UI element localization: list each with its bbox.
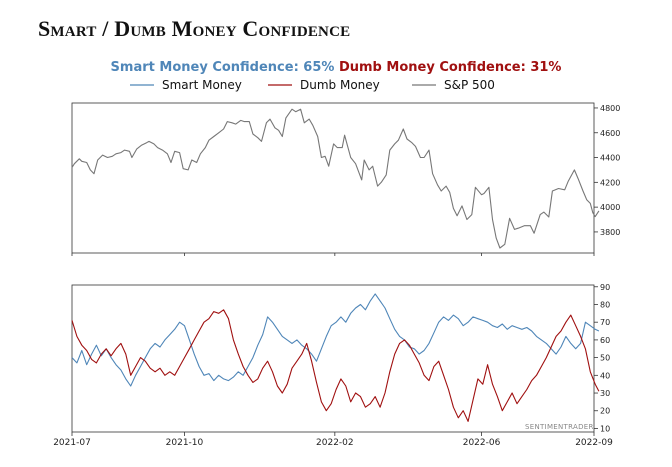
spx-y-tick-label: 4200 (600, 178, 620, 187)
confidence-series (71, 293, 600, 422)
x-tick-label: 2022-02 (316, 438, 354, 448)
confidence-y-axis: 10 20 30 40 50 60 70 80 90 (594, 283, 610, 433)
confidence-y-tick-label: 60 (600, 336, 610, 345)
dumb-money-confidence-readout: Dumb Money Confidence: 31% (338, 60, 562, 75)
smart-money-line (71, 293, 600, 387)
confidence-y-tick-label: 70 (600, 318, 610, 327)
spx-y-tick-label: 4400 (600, 154, 620, 163)
spx-line (71, 108, 600, 249)
confidence-y-tick-label: 30 (600, 389, 610, 398)
spx-legend-label: S&P 500 (444, 78, 495, 92)
confidence-panel-frame (71, 284, 595, 433)
confidence-y-tick-label: 40 (600, 371, 610, 380)
smart-money-legend-label: Smart Money (162, 78, 242, 92)
confidence-y-tick-label: 50 (600, 354, 610, 363)
date-x-axis: 2021-07 2021-10 2022-02 2022-06 2022-09 (53, 253, 613, 448)
watermark-text: SENTIMENTRADER (525, 423, 594, 431)
x-tick-label: 2022-06 (463, 438, 501, 448)
confidence-y-tick-label: 10 (600, 424, 610, 433)
spx-y-tick-label: 4600 (600, 129, 620, 138)
x-tick-label: 2021-07 (53, 438, 91, 448)
dumb-money-line (71, 309, 600, 422)
spx-y-axis: 3800 4000 4200 4400 4600 4800 (594, 104, 620, 237)
smart-money-confidence-readout: Smart Money Confidence: 65% (110, 60, 335, 75)
chart-subtitle: Smart Money Confidence: 65% Dumb Money C… (0, 60, 672, 75)
x-tick-label: 2021-10 (166, 438, 204, 448)
x-tick-label: 2022-09 (575, 438, 613, 448)
page-title: Smart / Dumb Money Confidence (38, 16, 351, 41)
confidence-y-tick-label: 80 (600, 300, 610, 309)
dumb-money-legend-label: Dumb Money (300, 78, 380, 92)
spx-y-tick-label: 4000 (600, 203, 620, 212)
spx-series (71, 108, 600, 249)
chart-legend: Smart Money Dumb Money S&P 500 (130, 78, 495, 92)
confidence-y-tick-label: 90 (600, 283, 610, 292)
spx-panel-frame (71, 102, 595, 254)
confidence-y-tick-label: 20 (600, 407, 610, 416)
spx-y-tick-label: 3800 (600, 228, 620, 237)
spx-y-tick-label: 4800 (600, 104, 620, 113)
